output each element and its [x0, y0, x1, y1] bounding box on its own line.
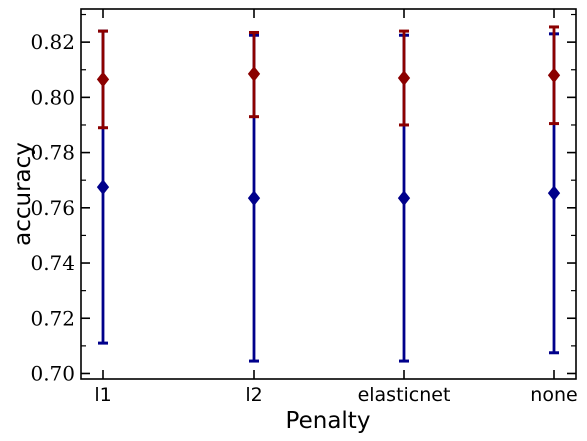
series-0	[96, 29, 561, 363]
y-tick-label: 0.76	[30, 196, 75, 220]
series-layer	[96, 25, 561, 363]
y-tick-label: 0.82	[30, 30, 75, 54]
series-1	[96, 25, 561, 130]
data-point	[247, 190, 261, 206]
x-axis-label: Penalty	[286, 408, 371, 434]
x-tick-label: elasticnet	[358, 384, 451, 406]
tick-layer: 0.70 0.72 0.74 0.76 0.78 0.80 0.82 l1 l2 elasticn…	[30, 9, 578, 406]
y-tick-label: 0.70	[30, 361, 75, 385]
data-point	[96, 179, 110, 195]
data-point	[397, 70, 411, 86]
data-point	[547, 185, 561, 201]
y-tick-label: 0.72	[30, 306, 75, 330]
plot-frame	[80, 8, 577, 380]
y-tick-label: 0.80	[30, 85, 75, 109]
data-point	[547, 67, 561, 84]
x-tick-label: none	[530, 384, 577, 406]
y-tick-label: 0.74	[30, 251, 75, 275]
x-tick-label: l1	[94, 384, 111, 406]
y-tick-label: 0.78	[30, 141, 75, 165]
y-axis-label: accuracy	[10, 142, 36, 246]
data-point	[397, 190, 411, 206]
x-tick-label: l2	[245, 384, 262, 406]
data-point	[247, 66, 261, 82]
data-point	[96, 71, 110, 88]
